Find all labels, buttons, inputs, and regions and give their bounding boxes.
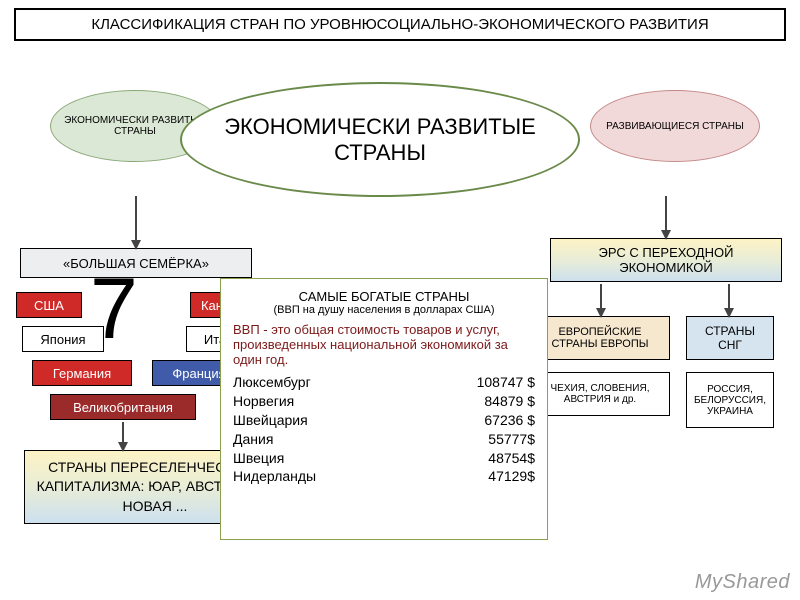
popup-row-name: Дания bbox=[233, 430, 273, 449]
sng-label: СТРАНЫ СНГ bbox=[693, 324, 767, 352]
big-seven-number: 7 bbox=[90, 260, 138, 359]
country-japan-label: Япония bbox=[40, 332, 85, 347]
popup-row: Норвегия 84879 $ bbox=[233, 392, 535, 411]
arrow-down-icon bbox=[118, 442, 128, 452]
arrow-down-icon bbox=[661, 230, 671, 240]
country-france-label: Франция bbox=[172, 366, 225, 381]
popup-subtitle: (ВВП на душу населения в долларах США) bbox=[233, 304, 535, 316]
country-uk: Великобритания bbox=[50, 394, 196, 420]
box-ers-label: ЭРС С ПЕРЕХОДНОЙ ЭКОНОМИКОЙ bbox=[557, 245, 775, 275]
popup-rows: Люксембург 108747 $ Норвегия 84879 $ Шве… bbox=[233, 373, 535, 486]
popup-row: Люксембург 108747 $ bbox=[233, 373, 535, 392]
ellipse-developing-label: РАЗВИВАЮЩИЕСЯ СТРАНЫ bbox=[606, 121, 744, 132]
country-germany-label: Германия bbox=[53, 366, 111, 381]
arrow-line bbox=[665, 196, 667, 234]
popup-row-name: Швейцария bbox=[233, 411, 308, 430]
country-uk-label: Великобритания bbox=[73, 400, 173, 415]
sng-box: СТРАНЫ СНГ bbox=[686, 316, 774, 360]
popup-row: Швеция 48754$ bbox=[233, 449, 535, 468]
popup-row: Дания 55777$ bbox=[233, 430, 535, 449]
popup-row-name: Нидерланды bbox=[233, 467, 316, 486]
euro-box: ЕВРОПЕЙСКИЕ СТРАНЫ ЕВРОПЫ bbox=[530, 316, 670, 360]
country-germany: Германия bbox=[32, 360, 132, 386]
popup-row-value: 47129$ bbox=[488, 467, 535, 486]
watermark: MyShared bbox=[695, 571, 790, 594]
ellipse-main: ЭКОНОМИЧЕСКИ РАЗВИТЫЕ СТРАНЫ bbox=[180, 82, 580, 197]
box-ers: ЭРС С ПЕРЕХОДНОЙ ЭКОНОМИКОЙ bbox=[550, 238, 782, 282]
popup-row-value: 67236 $ bbox=[484, 411, 535, 430]
ellipse-developing-small: РАЗВИВАЮЩИЕСЯ СТРАНЫ bbox=[590, 90, 760, 162]
popup-row-name: Швеция bbox=[233, 449, 284, 468]
sng-list-text: РОССИЯ, БЕЛОРУССИЯ, УКРАИНА bbox=[693, 384, 767, 417]
popup-definition: ВВП - это общая стоимость товаров и услу… bbox=[233, 322, 535, 367]
sng-list: РОССИЯ, БЕЛОРУССИЯ, УКРАИНА bbox=[686, 372, 774, 428]
country-usa-label: США bbox=[34, 298, 64, 313]
popup-title: САМЫЕ БОГАТЫЕ СТРАНЫ bbox=[233, 289, 535, 304]
popup-row-value: 108747 $ bbox=[477, 373, 535, 392]
popup-row-name: Люксембург bbox=[233, 373, 311, 392]
popup-richest: САМЫЕ БОГАТЫЕ СТРАНЫ (ВВП на душу населе… bbox=[220, 278, 548, 540]
ellipse-main-label: ЭКОНОМИЧЕСКИ РАЗВИТЫЕ СТРАНЫ bbox=[212, 114, 548, 166]
euro-label: ЕВРОПЕЙСКИЕ СТРАНЫ ЕВРОПЫ bbox=[537, 326, 663, 350]
popup-row-value: 48754$ bbox=[488, 449, 535, 468]
arrow-down-icon bbox=[131, 240, 141, 250]
popup-row: Швейцария 67236 $ bbox=[233, 411, 535, 430]
title-box: КЛАССИФИКАЦИЯ СТРАН ПО УРОВНЮСОЦИАЛЬНО-Э… bbox=[14, 8, 786, 41]
popup-row: Нидерланды 47129$ bbox=[233, 467, 535, 486]
popup-row-value: 84879 $ bbox=[484, 392, 535, 411]
euro-list: ЧЕХИЯ, СЛОВЕНИЯ, АВСТРИЯ и др. bbox=[530, 372, 670, 416]
title-text: КЛАССИФИКАЦИЯ СТРАН ПО УРОВНЮСОЦИАЛЬНО-Э… bbox=[91, 16, 708, 33]
arrow-down-icon bbox=[724, 308, 734, 318]
arrow-line bbox=[135, 196, 137, 244]
popup-row-value: 55777$ bbox=[488, 430, 535, 449]
arrow-down-icon bbox=[596, 308, 606, 318]
euro-list-text: ЧЕХИЯ, СЛОВЕНИЯ, АВСТРИЯ и др. bbox=[537, 383, 663, 405]
country-usa: США bbox=[16, 292, 82, 318]
popup-row-name: Норвегия bbox=[233, 392, 294, 411]
